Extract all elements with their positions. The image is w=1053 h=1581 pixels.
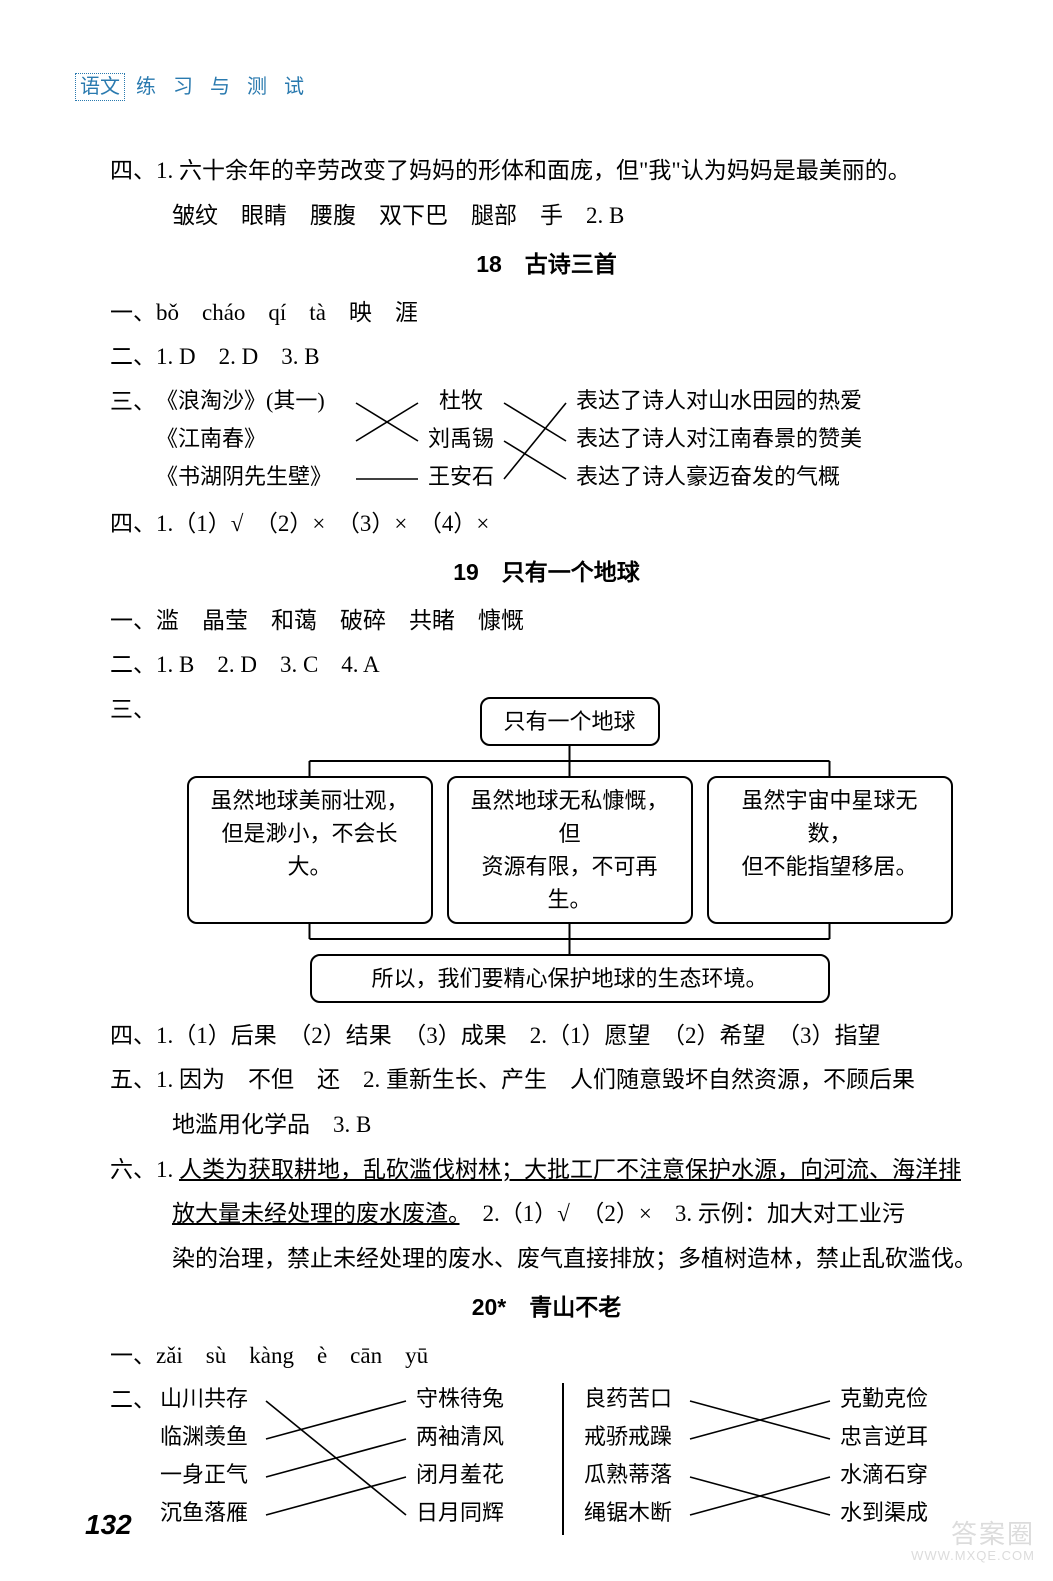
header-title: 练 习 与 测 试 — [136, 76, 310, 98]
match-svg-20-right: 良药苦口戒骄戒躁瓜熟蒂落绳锯木断克勤克俭忠言逆耳水滴石穿水到渠成 — [580, 1379, 970, 1539]
svg-text:表达了诗人对江南春景的赞美: 表达了诗人对江南春景的赞美 — [576, 426, 862, 451]
tree-box-bot: 所以，我们要精心保护地球的生态环境。 — [310, 954, 830, 1003]
text: 六、1. — [110, 1157, 179, 1182]
svg-text:闭月羞花: 闭月羞花 — [416, 1462, 504, 1487]
svg-text:绳锯木断: 绳锯木断 — [584, 1500, 672, 1525]
svg-text:瓜熟蒂落: 瓜熟蒂落 — [584, 1462, 672, 1487]
text-line: 一、bǒ cháo qí tà 映 涯 — [110, 292, 983, 335]
text-line: 六、1. 人类为获取耕地，乱砍滥伐树林；大批工厂不注意保护水源，向河流、海洋排 — [110, 1149, 983, 1192]
svg-text:两袖清风: 两袖清风 — [416, 1424, 504, 1449]
text-line: 二、1. B 2. D 3. C 4. A — [110, 644, 983, 687]
watermark: 答案圈 WWW.MXQE.COM — [911, 1520, 1035, 1563]
svg-text:《江南春》: 《江南春》 — [156, 426, 266, 451]
text-line: 二、1. D 2. D 3. B — [110, 336, 983, 379]
matching-diagram-18: 三、 《浪淘沙》(其一) 《江南春》《书湖阴先生壁》 杜牧刘禹锡王安石 表达了诗人对山… — [110, 381, 983, 501]
header-subject: 语文 — [75, 73, 125, 101]
tree-box-mid: 虽然宇宙中星球无数，但不能指望移居。 — [707, 776, 953, 924]
tree-diagram-19: 三、 只有一个地球 虽然地球美丽壮观，但是渺小，不会长大。 虽然地球无私慷慨，但… — [110, 689, 983, 1007]
text-underline: 人类为获取耕地，乱砍滥伐树林；大批工厂不注意保护水源，向河流、海洋排 — [179, 1157, 961, 1182]
label: 三、 — [110, 689, 156, 732]
svg-text:一身正气: 一身正气 — [160, 1462, 248, 1487]
svg-text:杜牧: 杜牧 — [439, 388, 483, 413]
text: 2.（1）√ （2）× 3. 示例：加大对工业污 — [460, 1201, 905, 1226]
svg-text:表达了诗人对山水田园的热爱: 表达了诗人对山水田园的热爱 — [576, 388, 862, 413]
watermark-line2: WWW.MXQE.COM — [911, 1549, 1035, 1563]
svg-text:日月同辉: 日月同辉 — [416, 1500, 504, 1525]
text-line: 四、1. 六十余年的辛劳改变了妈妈的形体和面庞，但"我"认为妈妈是最美丽的。 — [110, 150, 983, 193]
tree-box-top: 只有一个地球 — [480, 697, 660, 746]
text-line: 四、1.（1）√ （2）× （3）× （4）× — [110, 503, 983, 546]
text-line: 皱纹 眼睛 腰腹 双下巴 腿部 手 2. B — [110, 195, 983, 238]
text-underline: 放大量未经处理的废水废渣。 — [172, 1201, 460, 1226]
page-content: 四、1. 六十余年的辛劳改变了妈妈的形体和面庞，但"我"认为妈妈是最美丽的。 皱… — [110, 150, 983, 1539]
match-svg-18: 《浪淘沙》(其一) 《江南春》《书湖阴先生壁》 杜牧刘禹锡王安石 表达了诗人对山水田园… — [156, 381, 976, 501]
svg-text:刘禹锡: 刘禹锡 — [428, 426, 494, 451]
text-line: 五、1. 因为 不但 还 2. 重新生长、产生 人们随意毁坏自然资源，不顾后果 — [110, 1059, 983, 1102]
svg-text:沉鱼落雁: 沉鱼落雁 — [160, 1500, 248, 1525]
svg-text:表达了诗人豪迈奋发的气概: 表达了诗人豪迈奋发的气概 — [576, 464, 840, 489]
section-title-20: 20* 青山不老 — [110, 1286, 983, 1329]
section-title-18: 18 古诗三首 — [110, 243, 983, 286]
tree-box-mid: 虽然地球无私慷慨，但资源有限，不可再生。 — [447, 776, 693, 924]
text-line: 地滥用化学品 3. B — [110, 1104, 983, 1147]
match-svg-20-left: 山川共存临渊羡鱼一身正气沉鱼落雁 守株待兔两袖清风闭月羞花日月同辉 — [156, 1379, 546, 1539]
text-line: 一、滥 晶莹 和蔼 破碎 共睹 慷慨 — [110, 600, 983, 643]
svg-text:守株待兔: 守株待兔 — [416, 1386, 504, 1411]
text-line: 一、zǎi sù kàng è cān yū — [110, 1335, 983, 1378]
svg-text:水滴石穿: 水滴石穿 — [840, 1462, 928, 1487]
text-line: 染的治理，禁止未经处理的废水、废气直接排放；多植树造林，禁止乱砍滥伐。 — [110, 1238, 983, 1281]
svg-text:《书湖阴先生壁》: 《书湖阴先生壁》 — [156, 464, 332, 489]
svg-text:良药苦口: 良药苦口 — [584, 1386, 672, 1411]
page-header: 语文 练 习 与 测 试 — [75, 70, 310, 99]
svg-text:克勤克俭: 克勤克俭 — [840, 1386, 928, 1411]
watermark-line1: 答案圈 — [911, 1520, 1035, 1549]
vertical-divider — [562, 1383, 564, 1535]
svg-text:临渊羡鱼: 临渊羡鱼 — [160, 1424, 248, 1449]
text-line: 四、1.（1）后果 （2）结果 （3）成果 2.（1）愿望 （2）希望 （3）指… — [110, 1015, 983, 1058]
tree-box-mid: 虽然地球美丽壮观，但是渺小，不会长大。 — [187, 776, 433, 924]
text-line: 放大量未经处理的废水废渣。 2.（1）√ （2）× 3. 示例：加大对工业污 — [110, 1193, 983, 1236]
matching-diagram-20: 二、 山川共存临渊羡鱼一身正气沉鱼落雁守株待兔两袖清风闭月羞花日月同辉 良药苦口… — [110, 1379, 983, 1539]
page-number: 132 — [85, 1509, 132, 1541]
svg-text:王安石: 王安石 — [428, 464, 494, 489]
svg-text:《浪淘沙》(其一): 《浪淘沙》(其一) — [156, 388, 325, 413]
label: 三、 — [110, 381, 156, 501]
svg-text:戒骄戒躁: 戒骄戒躁 — [584, 1424, 672, 1449]
svg-text:忠言逆耳: 忠言逆耳 — [840, 1424, 928, 1449]
section-title-19: 19 只有一个地球 — [110, 551, 983, 594]
tree-row-mid: 虽然地球美丽壮观，但是渺小，不会长大。 虽然地球无私慷慨，但资源有限，不可再生。… — [156, 776, 983, 924]
svg-text:山川共存: 山川共存 — [160, 1386, 248, 1411]
